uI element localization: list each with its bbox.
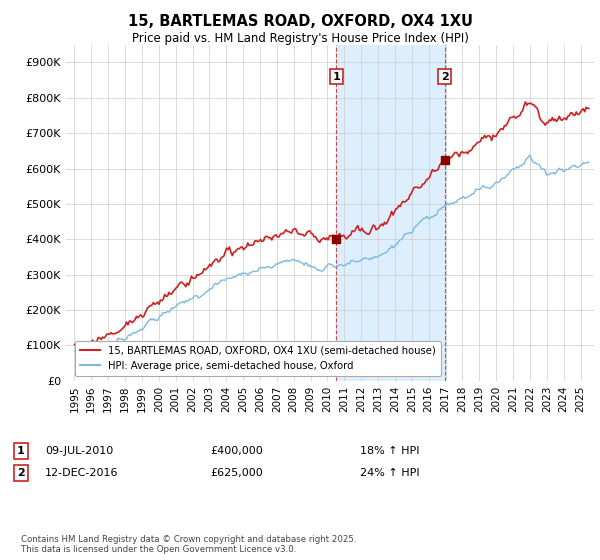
- Text: 1: 1: [17, 446, 25, 456]
- Bar: [336, 45, 445, 381]
- Text: £625,000: £625,000: [210, 468, 263, 478]
- Text: 24% ↑ HPI: 24% ↑ HPI: [360, 468, 419, 478]
- Text: 12-DEC-2016: 12-DEC-2016: [45, 468, 119, 478]
- Text: 2: 2: [17, 468, 25, 478]
- Text: £400,000: £400,000: [210, 446, 263, 456]
- Legend: 15, BARTLEMAS ROAD, OXFORD, OX4 1XU (semi-detached house), HPI: Average price, s: 15, BARTLEMAS ROAD, OXFORD, OX4 1XU (sem…: [76, 341, 441, 376]
- Text: 18% ↑ HPI: 18% ↑ HPI: [360, 446, 419, 456]
- Text: 15, BARTLEMAS ROAD, OXFORD, OX4 1XU: 15, BARTLEMAS ROAD, OXFORD, OX4 1XU: [128, 14, 473, 29]
- Text: Contains HM Land Registry data © Crown copyright and database right 2025.
This d: Contains HM Land Registry data © Crown c…: [21, 535, 356, 554]
- Text: Price paid vs. HM Land Registry's House Price Index (HPI): Price paid vs. HM Land Registry's House …: [131, 32, 469, 45]
- Text: 2: 2: [441, 72, 449, 82]
- Text: 1: 1: [332, 72, 340, 82]
- Text: 09-JUL-2010: 09-JUL-2010: [45, 446, 113, 456]
